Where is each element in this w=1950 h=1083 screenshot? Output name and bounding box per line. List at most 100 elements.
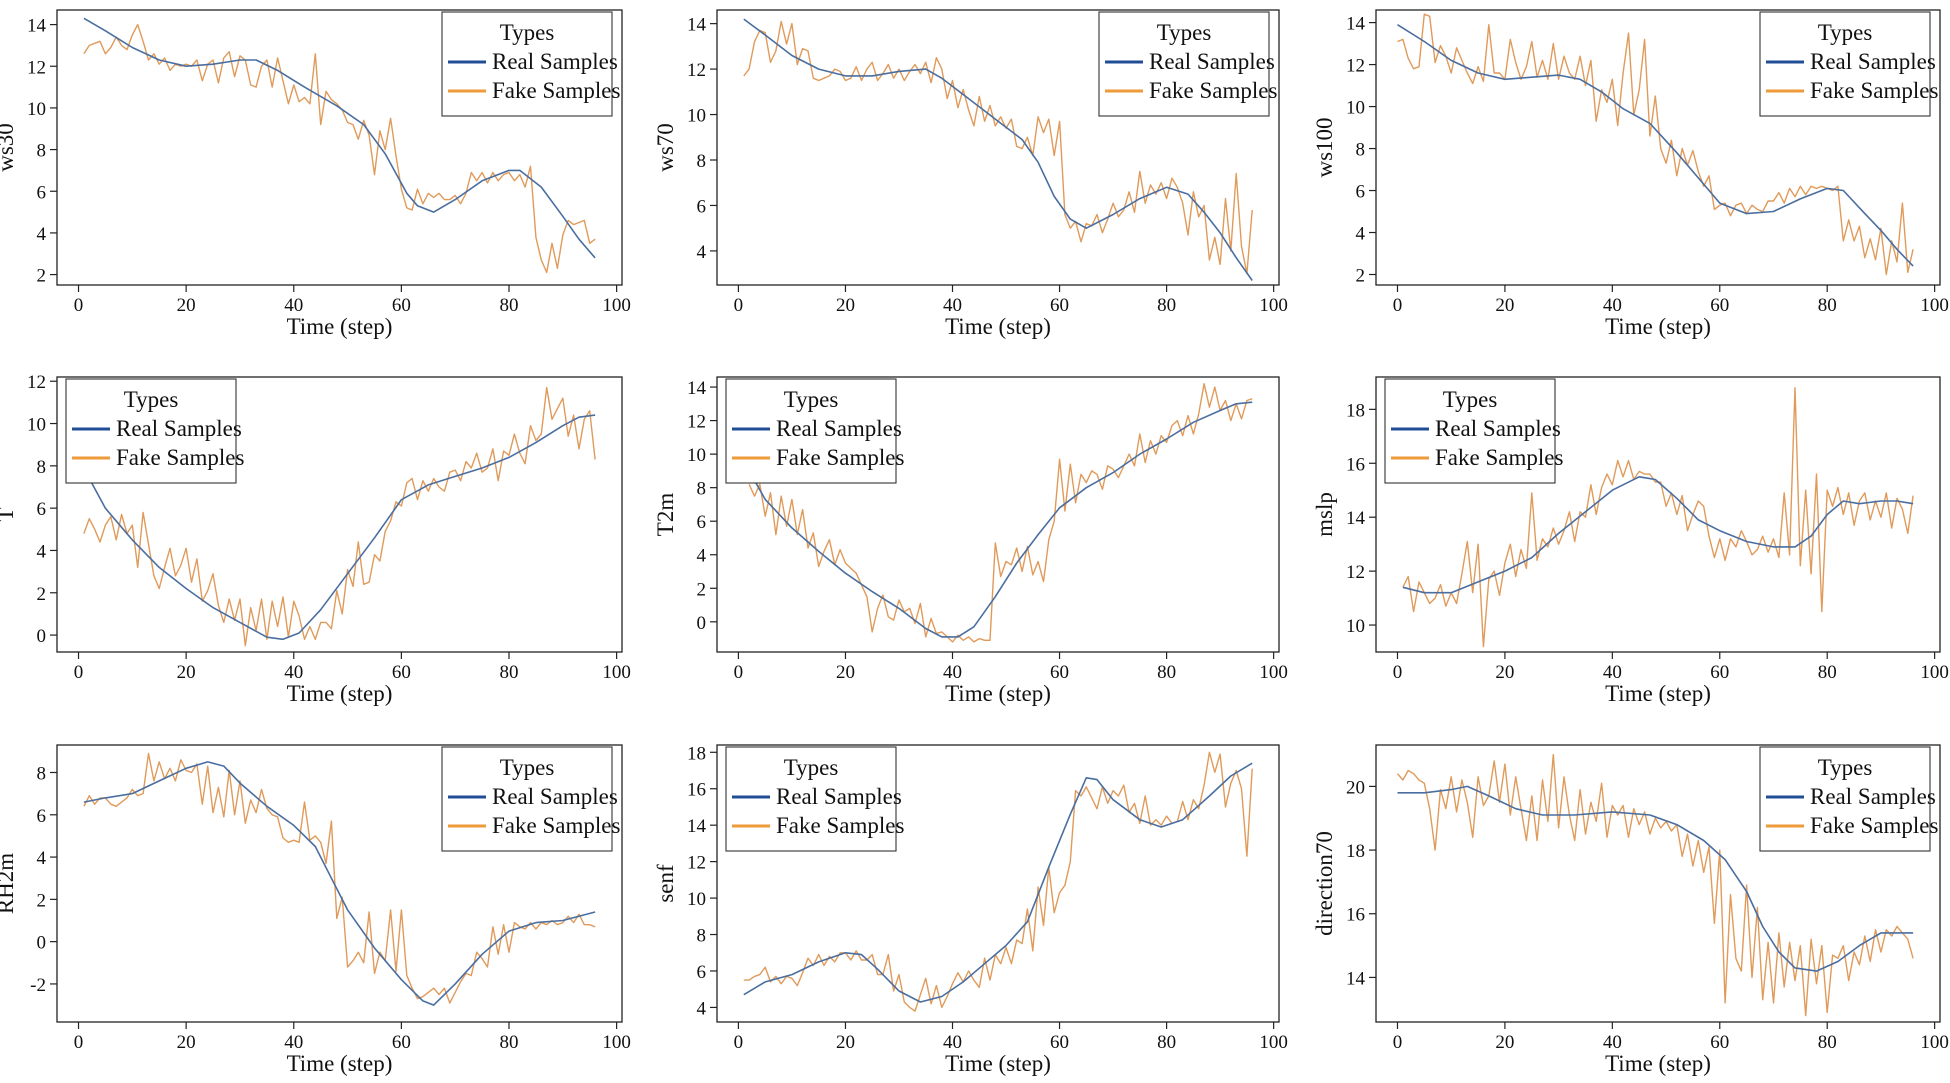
chart-panel-ws30: 0 20 40 60 80 100 2 4 6 8 10 12 14 Time (step) ws30 Typ… (0, 9, 631, 339)
y-axis-title: ws70 (653, 123, 678, 172)
legend-label-fake: Fake Samples (492, 813, 620, 838)
y-tick-label: 14 (1346, 508, 1366, 529)
y-tick-label: 2 (37, 584, 47, 605)
y-tick-label: 10 (1346, 98, 1365, 119)
legend-label-real: Real Samples (776, 416, 902, 441)
x-tick-label: 60 (1050, 1032, 1069, 1053)
y-tick-label: 6 (1356, 182, 1366, 203)
y-tick-label: 14 (687, 15, 707, 36)
x-tick-label: 100 (1259, 662, 1288, 683)
x-axis-title: Time (step) (287, 681, 393, 706)
x-tick-label: 20 (177, 662, 196, 683)
x-tick-label: 80 (500, 295, 519, 316)
x-axis-title: Time (step) (287, 1051, 393, 1076)
y-tick-label: 4 (697, 998, 707, 1019)
legend-label-real: Real Samples (492, 784, 618, 809)
legend: Types Real Samples Fake Samples (725, 378, 904, 484)
x-tick-label: 80 (1818, 295, 1837, 316)
y-tick-label: 6 (37, 806, 47, 827)
y-tick-label: 8 (697, 151, 707, 172)
x-tick-label: 60 (1710, 1032, 1729, 1053)
x-tick-label: 100 (1259, 295, 1288, 316)
y-axis-title: direction70 (1312, 831, 1337, 936)
chart-panel-direction70: 0 20 40 60 80 100 14 16 18 20 Time (step) direction… (1312, 744, 1949, 1076)
chart-panel-RH2m: 0 20 40 60 80 100 -2 0 2 4 6 8 Time (step) RH2m Types R… (0, 744, 631, 1076)
y-tick-label: 8 (1356, 140, 1366, 161)
legend-box (1098, 11, 1270, 117)
y-tick-label: 16 (1346, 905, 1365, 926)
legend-box (1759, 746, 1931, 852)
y-tick-label: 6 (697, 962, 707, 983)
x-tick-label: 40 (1603, 662, 1622, 683)
x-tick-label: 80 (500, 1032, 519, 1053)
x-tick-label: 40 (943, 662, 962, 683)
legend: Types Real Samples Fake Samples (1384, 378, 1563, 484)
legend-label-fake: Fake Samples (116, 445, 244, 470)
legend-label-fake: Fake Samples (776, 445, 904, 470)
legend: Types Real Samples Fake Samples (441, 11, 620, 117)
x-tick-label: 20 (1495, 295, 1514, 316)
y-tick-label: 12 (687, 853, 706, 874)
x-axis-title: Time (step) (1605, 681, 1711, 706)
x-tick-label: 0 (734, 1032, 744, 1053)
x-tick-label: 20 (1495, 1032, 1514, 1053)
x-tick-label: 100 (602, 662, 631, 683)
legend-box (441, 746, 613, 852)
series-line-fake (83, 386, 596, 647)
x-tick-label: 100 (1259, 1032, 1288, 1053)
series-line-real (88, 414, 596, 641)
y-tick-label: 12 (687, 412, 706, 433)
y-axis-title: ws30 (0, 123, 18, 172)
legend-box (1384, 378, 1556, 484)
x-tick-label: 100 (602, 1032, 631, 1053)
x-tick-label: 40 (943, 1032, 962, 1053)
x-tick-label: 0 (74, 295, 84, 316)
legend-title: Types (124, 387, 179, 412)
x-tick-label: 60 (392, 1032, 411, 1053)
series-line-real (1402, 476, 1914, 594)
y-tick-label: 10 (687, 889, 706, 910)
series-line-real (83, 17, 596, 259)
y-axis-title: ws100 (1312, 117, 1337, 177)
x-tick-label: 20 (177, 1032, 196, 1053)
y-tick-label: 4 (37, 224, 47, 245)
x-axis-title: Time (step) (945, 681, 1051, 706)
legend-label-fake: Fake Samples (1810, 78, 1938, 103)
y-tick-label: 16 (1346, 454, 1365, 475)
legend-label-real: Real Samples (1149, 49, 1275, 74)
x-tick-label: 0 (1393, 295, 1403, 316)
legend-box (725, 746, 897, 852)
x-tick-label: 100 (1920, 1032, 1949, 1053)
y-tick-label: -2 (30, 975, 46, 996)
x-tick-label: 20 (836, 295, 855, 316)
legend-box (65, 378, 237, 484)
y-tick-label: 8 (37, 457, 47, 478)
y-tick-label: 2 (697, 579, 707, 600)
y-axis-title: T2m (653, 493, 678, 537)
x-tick-label: 20 (836, 662, 855, 683)
x-tick-label: 80 (500, 662, 519, 683)
x-tick-label: 20 (836, 1032, 855, 1053)
y-tick-label: 0 (37, 933, 47, 954)
legend-title: Types (784, 755, 839, 780)
legend-title: Types (500, 755, 555, 780)
y-tick-label: 8 (37, 763, 47, 784)
x-tick-label: 40 (1603, 295, 1622, 316)
y-tick-label: 4 (697, 546, 707, 567)
y-tick-label: 2 (1356, 266, 1366, 287)
y-tick-label: 12 (1346, 56, 1365, 77)
legend-title: Types (1818, 755, 1873, 780)
y-tick-label: 6 (697, 512, 707, 533)
x-tick-label: 60 (1050, 662, 1069, 683)
x-axis-title: Time (step) (945, 314, 1051, 339)
legend-label-real: Real Samples (116, 416, 242, 441)
y-tick-label: 12 (27, 372, 46, 393)
series-line-fake (83, 752, 596, 1004)
y-tick-label: 14 (1346, 968, 1366, 989)
x-axis-title: Time (step) (1605, 314, 1711, 339)
legend-title: Types (500, 20, 555, 45)
y-tick-label: 2 (37, 890, 47, 911)
legend-box (1759, 11, 1931, 117)
series-line-real (83, 761, 596, 1006)
